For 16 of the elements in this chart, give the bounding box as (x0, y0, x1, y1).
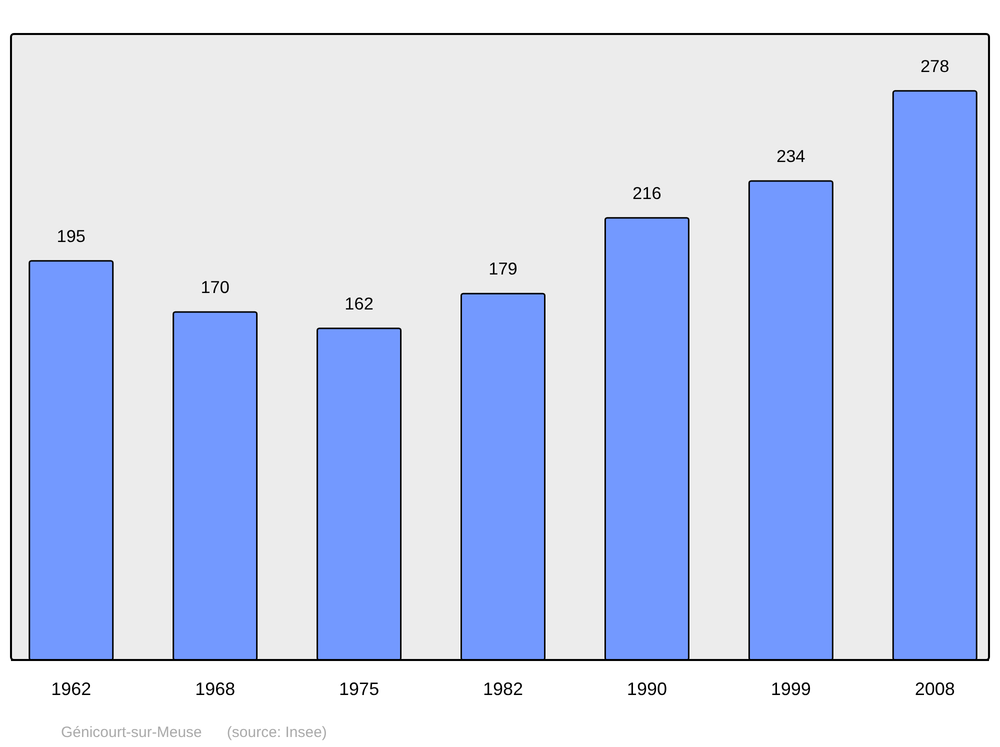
x-tick-label: 1999 (770, 678, 811, 699)
x-tick-label: 1962 (51, 678, 92, 699)
x-tick-label: 2008 (914, 678, 955, 699)
data-label: 234 (776, 146, 806, 166)
text: (source: Insee) (226, 724, 327, 741)
data-label: 278 (920, 56, 950, 76)
data-label: 216 (632, 182, 662, 203)
data-label: 170 (200, 276, 230, 297)
x-tick-label: 1968 (195, 678, 236, 699)
data-label: 195 (56, 226, 86, 246)
x-tick-label: 1990 (626, 678, 667, 699)
data-label: 162 (344, 293, 374, 314)
text: Génicourt-sur-Meuse (61, 724, 202, 741)
x-tick-label: 1975 (339, 678, 380, 699)
x-tick-label: 1982 (482, 678, 524, 699)
data-label: 179 (488, 258, 518, 279)
